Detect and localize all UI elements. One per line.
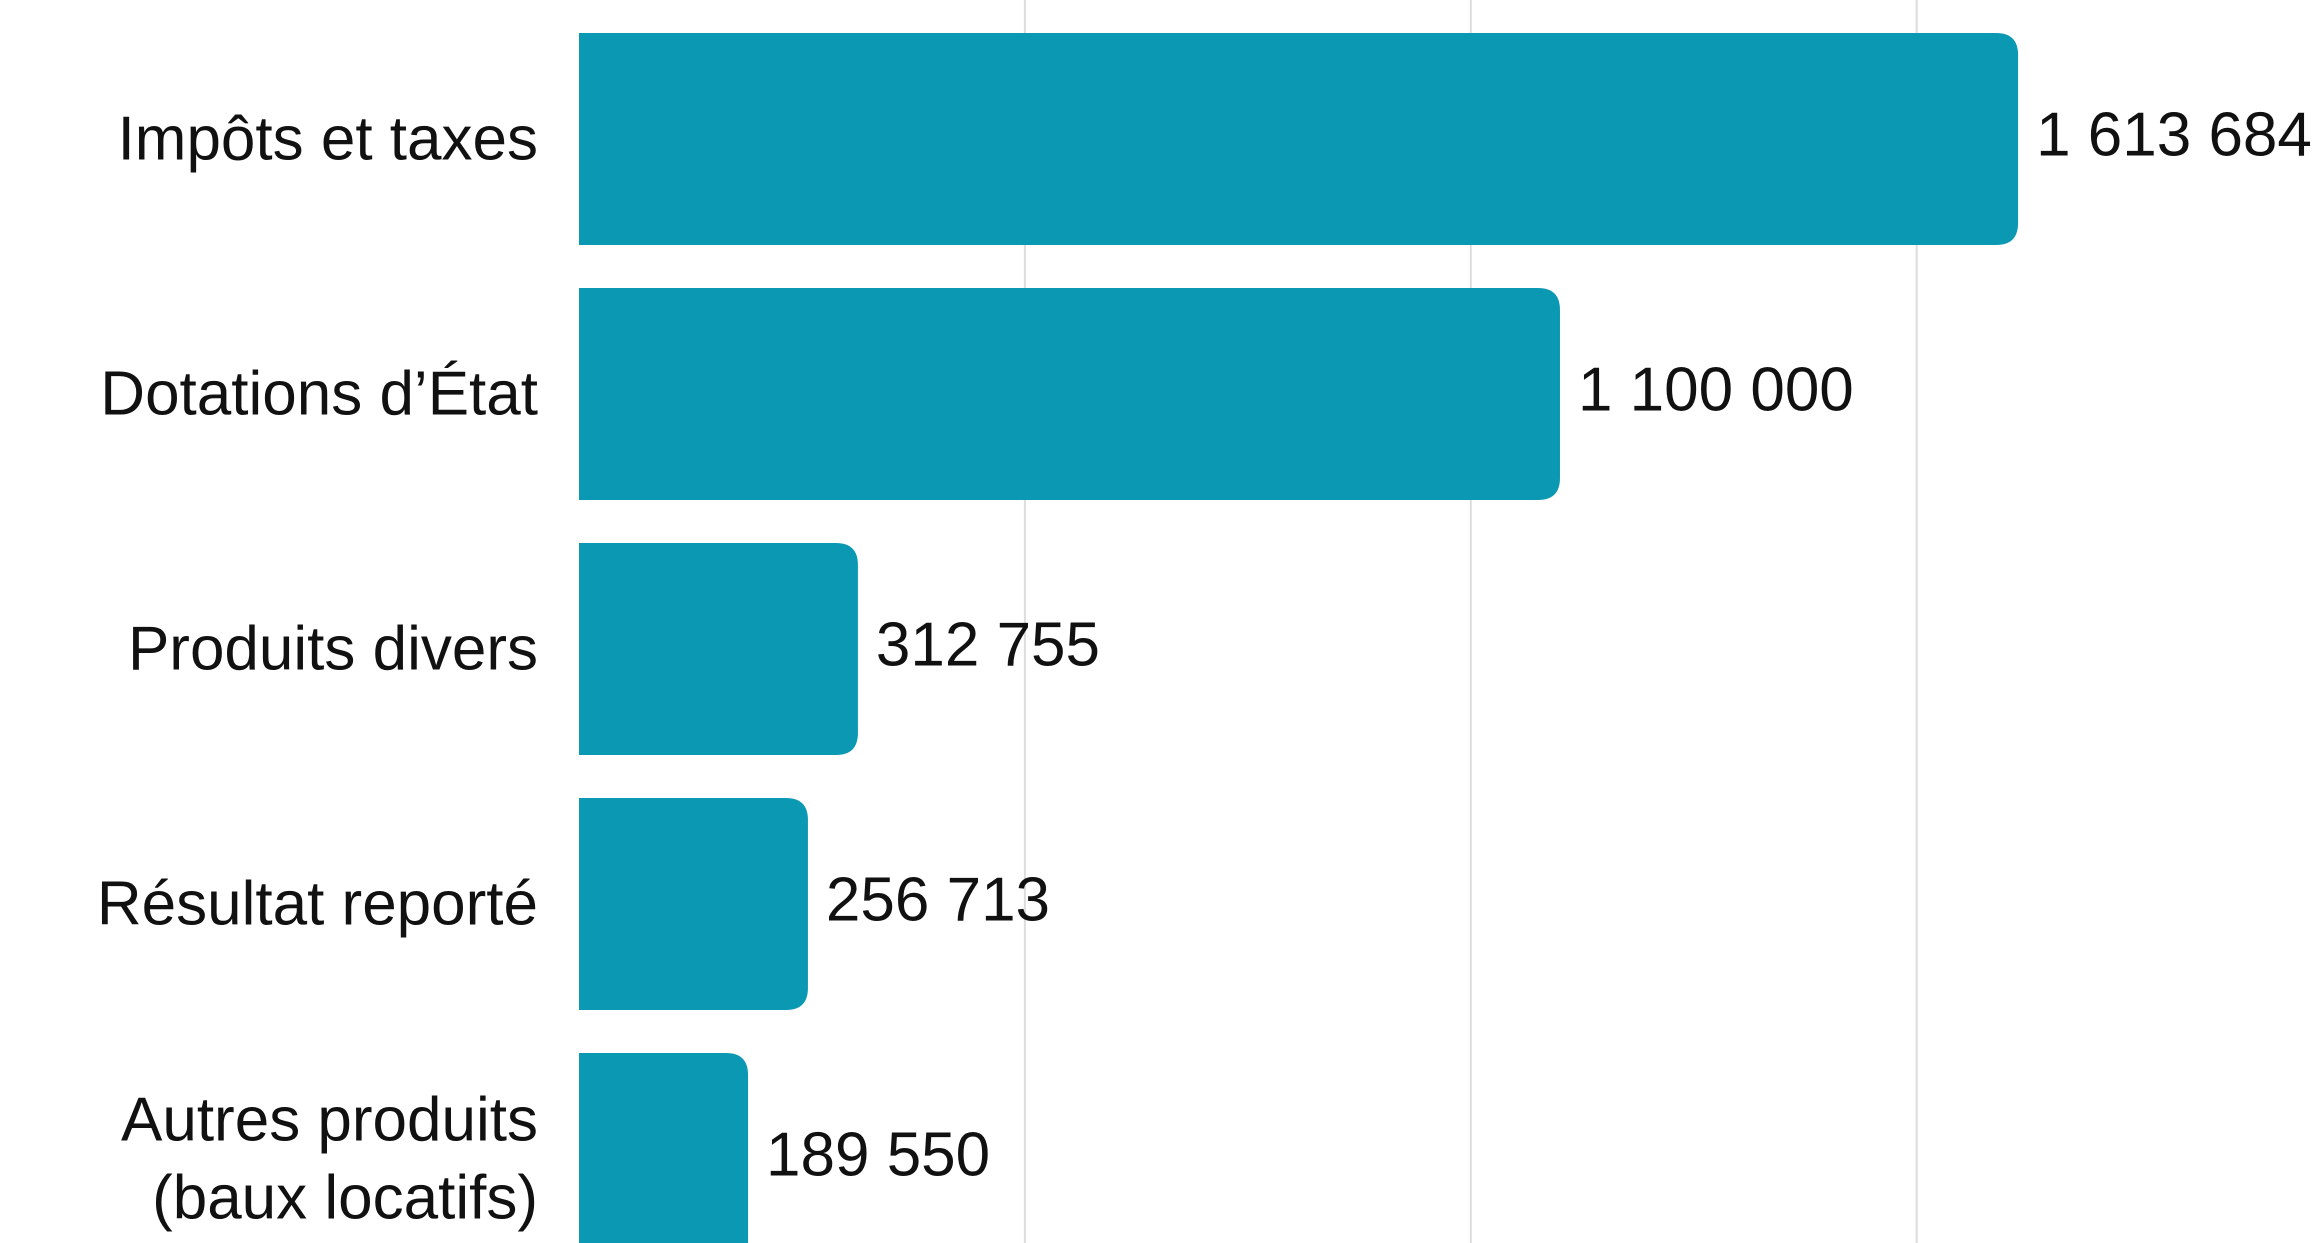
value-label: 1 613 684 [2036,100,2312,169]
value-label: 312 755 [876,610,1100,679]
category-label: Autres produits (baux locatifs) [121,1085,538,1233]
bar [579,798,808,1010]
value-label: 256 713 [826,865,1050,934]
value-label: 189 550 [766,1120,990,1189]
bar [579,33,2019,245]
category-label: Dotations d’État [100,359,538,429]
bar [579,288,1560,500]
bar [579,1053,749,1243]
bar [579,543,858,755]
category-label: Résultat reporté [96,869,538,939]
category-label: Produits divers [127,614,538,684]
category-label: Impôts et taxes [117,104,538,174]
value-label: 1 100 000 [1578,355,1854,424]
